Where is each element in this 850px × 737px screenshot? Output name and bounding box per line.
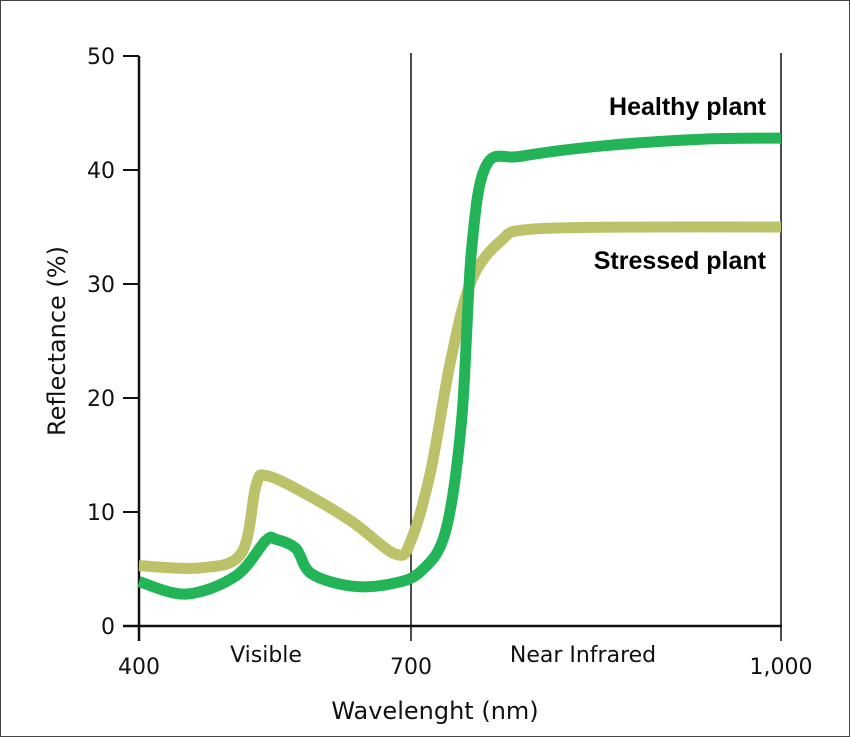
x-axis-label: Wavelenght (nm) xyxy=(331,697,538,725)
x-tick-label: 400 xyxy=(118,655,160,680)
region-label-visible: Visible xyxy=(230,643,302,668)
y-tick-label: 50 xyxy=(87,45,115,70)
series-line-healthy-plant xyxy=(137,132,782,600)
legend-healthy-plant: Healthy plant xyxy=(609,93,767,121)
y-tick-label: 10 xyxy=(87,501,115,526)
y-tick-label: 40 xyxy=(87,159,115,184)
region-label-near-infrared: Near Infrared xyxy=(510,643,656,668)
series-line-stressed-plant xyxy=(138,221,782,574)
y-tick-label: 0 xyxy=(101,615,115,640)
legend-stressed-plant: Stressed plant xyxy=(594,247,767,275)
x-tick-label: 700 xyxy=(390,655,432,680)
x-tick-label: 1,000 xyxy=(750,655,813,680)
y-axis-label: Reflectance (%) xyxy=(43,246,71,436)
y-tick-label: 30 xyxy=(87,273,115,298)
y-tick-label: 20 xyxy=(87,387,115,412)
